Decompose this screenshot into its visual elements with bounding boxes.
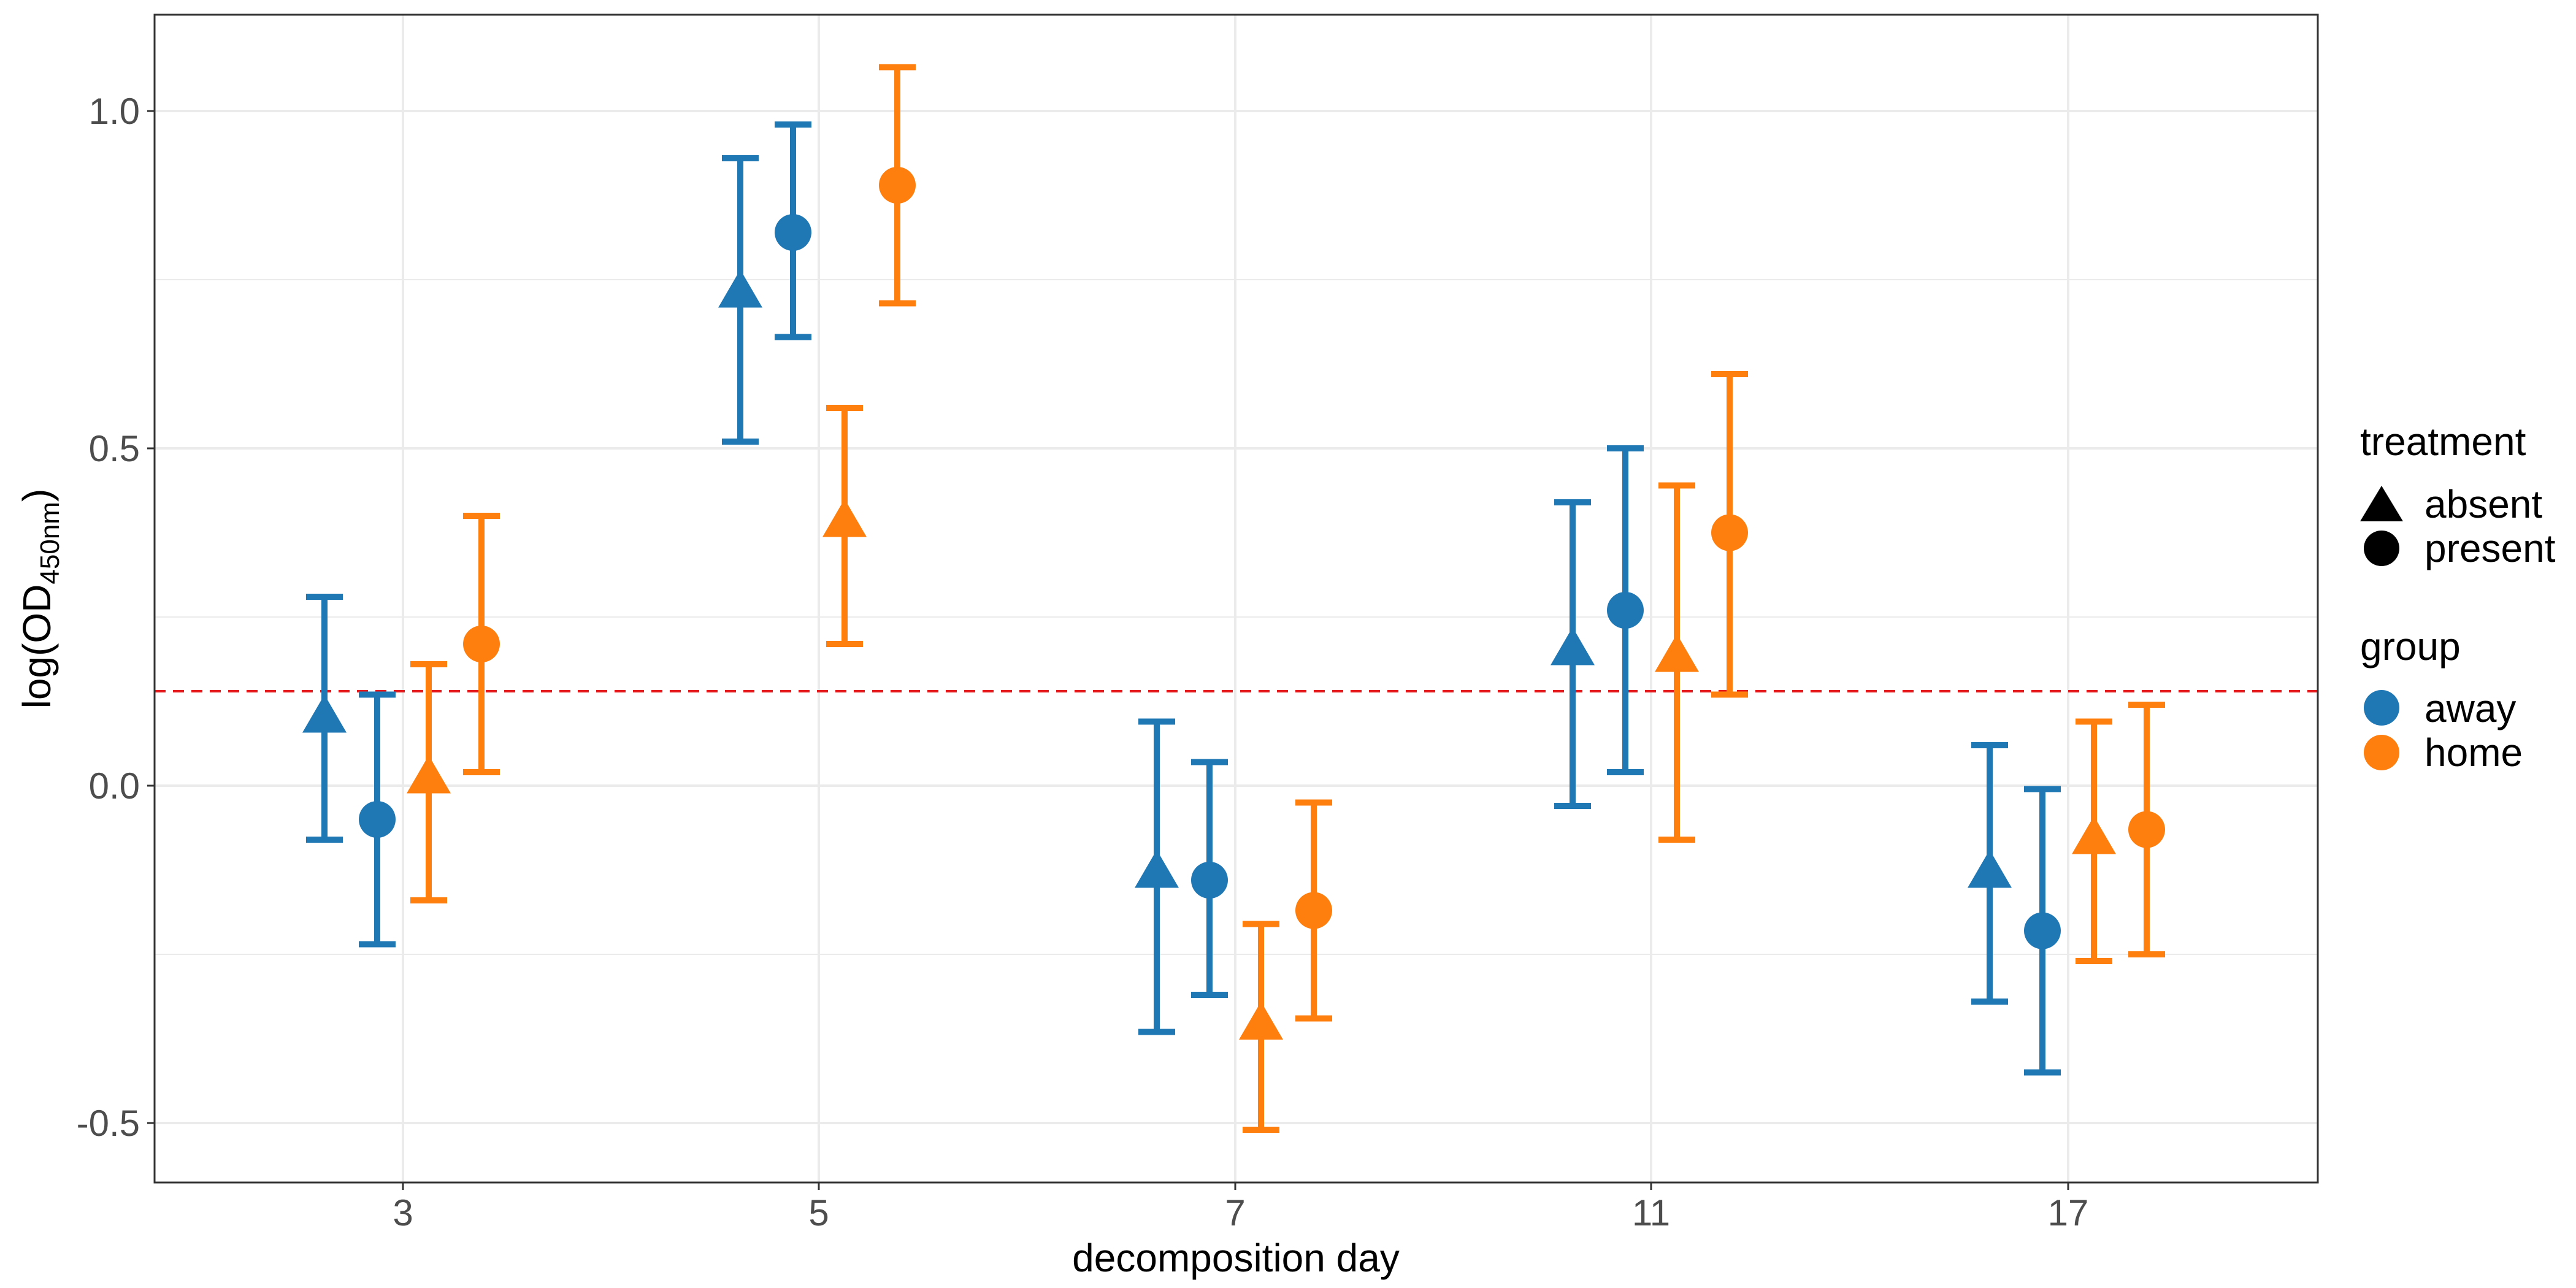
y-axis-title: log(OD450nm) [15,489,65,709]
point-home-present [2128,811,2165,848]
x-tick-label: 17 [2048,1192,2089,1233]
x-tick-label: 5 [808,1192,829,1233]
point-away-present [775,214,811,251]
legend-key-away [2364,690,2399,726]
point-away-absent [1551,627,1595,665]
y-axis-title-main: log(OD [15,585,59,709]
y-tick-label: -0.5 [77,1103,140,1144]
legend-label-absent: absent [2425,482,2542,526]
y-axis-title-subscript: 450nm [35,502,65,585]
point-home-absent [407,755,451,794]
point-away-present [2024,912,2061,949]
point-home-absent [1655,634,1699,672]
point-home-present [463,626,500,662]
x-axis: 3 5 7 11 17 [393,1183,2088,1233]
data-points [302,167,2165,1040]
point-home-absent [822,499,867,537]
gridlines [155,15,2318,1183]
y-axis: 1.0 0.5 0.0 -0.5 [77,91,155,1144]
legend-title-group: group [2360,624,2461,669]
x-tick-label: 7 [1225,1192,1245,1233]
point-away-present [1191,862,1228,899]
point-away-present [1607,592,1644,629]
y-tick-label: 1.0 [89,91,140,132]
point-home-present [879,167,916,204]
y-axis-title-close: ) [15,489,59,502]
legend-key-home [2364,735,2399,770]
point-away-present [359,801,396,838]
point-home-absent [1239,1002,1283,1040]
point-home-present [1711,514,1748,551]
point-home-present [1295,892,1332,929]
x-axis-title: decomposition day [1072,1236,1400,1280]
point-away-absent [1135,849,1179,888]
point-home-absent [2072,816,2116,854]
legend: treatment absent present group away home [2360,420,2556,775]
legend-title-treatment: treatment [2360,420,2526,464]
y-tick-label: 0.5 [89,428,140,469]
legend-label-present: present [2425,526,2556,570]
x-tick-label: 3 [393,1192,413,1233]
legend-label-away: away [2425,686,2516,730]
x-tick-label: 11 [1632,1192,1670,1233]
y-tick-label: 0.0 [89,765,140,807]
legend-label-home: home [2425,730,2523,775]
point-away-absent [718,269,762,308]
point-away-absent [302,694,347,733]
legend-key-circle [2364,531,2399,566]
legend-key-triangle [2360,486,2403,521]
point-away-absent [1968,849,2012,888]
